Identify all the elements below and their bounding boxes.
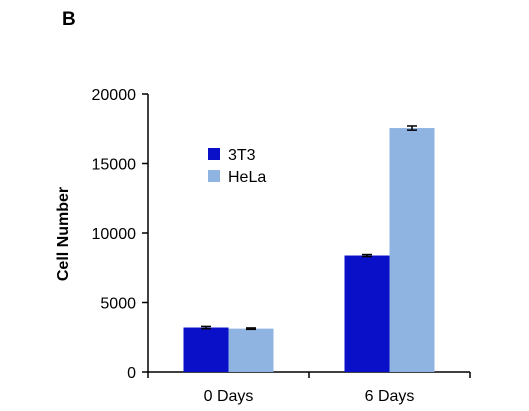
legend-label-3t3: 3T3 — [228, 147, 256, 164]
bar-3t3-1 — [344, 255, 390, 372]
panel-label: B — [62, 9, 76, 30]
legend-label-hela: HeLa — [228, 169, 266, 186]
y-axis-title: Cell Number — [55, 187, 72, 281]
x-tick-label: 6 Days — [365, 388, 415, 405]
y-tick-label: 20000 — [92, 87, 137, 104]
bar-hela-1 — [389, 128, 435, 372]
legend-swatch-3t3 — [208, 148, 220, 160]
bars — [183, 128, 435, 372]
error-bars — [201, 125, 417, 331]
bar-3t3-0 — [183, 327, 229, 372]
y-tick-label: 15000 — [92, 157, 137, 174]
y-tick-label: 10000 — [92, 226, 137, 243]
y-tick-label: 5000 — [100, 296, 136, 313]
legend: 3T3 HeLa — [208, 147, 266, 186]
legend-swatch-hela — [208, 170, 220, 182]
y-axis: 0 5000 10000 15000 20000 — [92, 87, 149, 382]
y-tick-label: 0 — [127, 365, 136, 382]
x-axis: 0 Days 6 Days — [147, 371, 471, 405]
x-tick-label: 0 Days — [204, 388, 254, 405]
bar-hela-0 — [228, 328, 274, 372]
